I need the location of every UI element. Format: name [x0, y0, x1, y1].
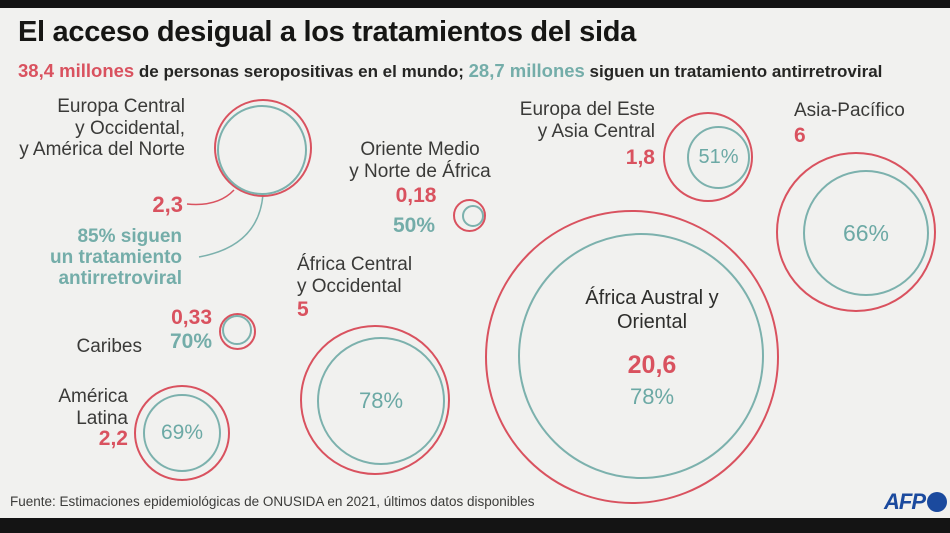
- treatment-pct: 69%: [160, 421, 204, 444]
- bubble-people-asia-pacifico: [776, 152, 936, 312]
- leader-line-teal: [198, 193, 264, 258]
- bubble-treatment-caribes: [222, 315, 252, 345]
- bubble-people-america-latina: [134, 385, 230, 481]
- top-black-bar: [0, 0, 950, 8]
- treatment-note-line: un tratamiento: [50, 247, 182, 268]
- bottom-black-bar: [0, 518, 950, 533]
- region-label: África Central y Occidental: [297, 254, 457, 297]
- people-value: 2,3: [152, 192, 183, 217]
- stat-treatment: 28,7 millones: [468, 60, 585, 81]
- people-value: 0,18: [395, 184, 437, 207]
- region-label-line: y Norte de África: [349, 160, 491, 182]
- bubble-treatment-oriente-medio: [462, 205, 484, 227]
- stat-seropositive: 38,4 millones: [18, 60, 135, 81]
- region-label-line: Oriente Medio: [360, 139, 480, 160]
- people-value: 5: [297, 298, 309, 321]
- treatment-pct: 70%: [169, 330, 212, 353]
- bubble-treatment-europa-este: 51%: [687, 126, 750, 189]
- people-value: 2,2: [98, 427, 128, 450]
- region-label: Europa Central y Occidental, y América d…: [15, 96, 185, 161]
- region-label-line: Oriental: [616, 311, 688, 333]
- people-value: 20,6: [627, 351, 677, 379]
- leader-line-red: [186, 189, 235, 206]
- page-title: El acceso desigual a los tratamientos de…: [18, 16, 636, 48]
- bubble-treatment-asia-pacifico: 66%: [803, 170, 929, 296]
- people-value: 0,33: [171, 306, 212, 329]
- region-label-line: América: [58, 386, 128, 407]
- region-label-line: África Austral y: [585, 287, 719, 309]
- stat-treatment-text: siguen un tratamiento antirretroviral: [584, 62, 883, 81]
- treatment-pct: 50%: [392, 214, 436, 237]
- region-label-line: África Central: [297, 254, 413, 275]
- region-label: Europa del Este y Asia Central: [495, 99, 655, 142]
- bubble-people-oriente-medio: [453, 199, 486, 232]
- region-label: Caribes: [76, 336, 142, 357]
- region-label: Oriente Medio y Norte de África: [340, 139, 500, 182]
- bubble-people-europa-este: [663, 112, 753, 202]
- bubble-treatment-america-latina: 69%: [143, 394, 221, 472]
- region-label: África Austral y Oriental 20,6 78%: [552, 286, 752, 410]
- treatment-pct: 51%: [698, 146, 739, 168]
- region-label-line: y Occidental,: [75, 117, 185, 139]
- people-value: 1,8: [625, 146, 655, 169]
- bubble-treatment-europa-central: [217, 105, 307, 195]
- treatment-pct: 78%: [629, 384, 675, 409]
- treatment-note: 85% siguen un tratamiento antirretrovira…: [12, 226, 182, 289]
- region-label-line: Europa del Este: [519, 99, 655, 120]
- treatment-pct: 66%: [842, 219, 890, 246]
- bubble-treatment-africa-central: 78%: [317, 337, 445, 465]
- stat-seropositive-text: de personas seropositivas en el mundo;: [134, 62, 469, 81]
- bubble-treatment-africa-austral: [518, 233, 764, 479]
- source-note: Fuente: Estimaciones epidemiológicas de …: [10, 494, 535, 509]
- region-label-line: y Asia Central: [537, 120, 655, 142]
- region-label: Asia-Pacífico: [794, 100, 944, 122]
- afp-logo: AFP: [884, 489, 947, 515]
- treatment-note-line: 85% siguen: [77, 226, 182, 247]
- region-label: América Latina: [38, 386, 128, 429]
- treatment-pct: 78%: [358, 388, 404, 413]
- afp-logo-dot-icon: [927, 492, 947, 512]
- bubble-people-africa-austral: [485, 210, 779, 504]
- subtitle: 38,4 millones de personas seropositivas …: [18, 60, 938, 82]
- treatment-note-line: antirretroviral: [58, 268, 182, 289]
- afp-logo-text: AFP: [884, 489, 926, 514]
- bubble-people-caribes: [219, 313, 256, 350]
- region-label-line: Europa Central: [57, 96, 185, 117]
- region-label-line: y América del Norte: [19, 139, 185, 160]
- bubble-people-europa-central: [214, 99, 312, 197]
- people-value: 6: [794, 124, 806, 147]
- region-label-line: Latina: [76, 407, 128, 429]
- region-label-line: y Occidental: [297, 275, 402, 297]
- region-label-line: Asia-Pacífico: [794, 100, 905, 121]
- bubble-people-africa-central: [300, 325, 450, 475]
